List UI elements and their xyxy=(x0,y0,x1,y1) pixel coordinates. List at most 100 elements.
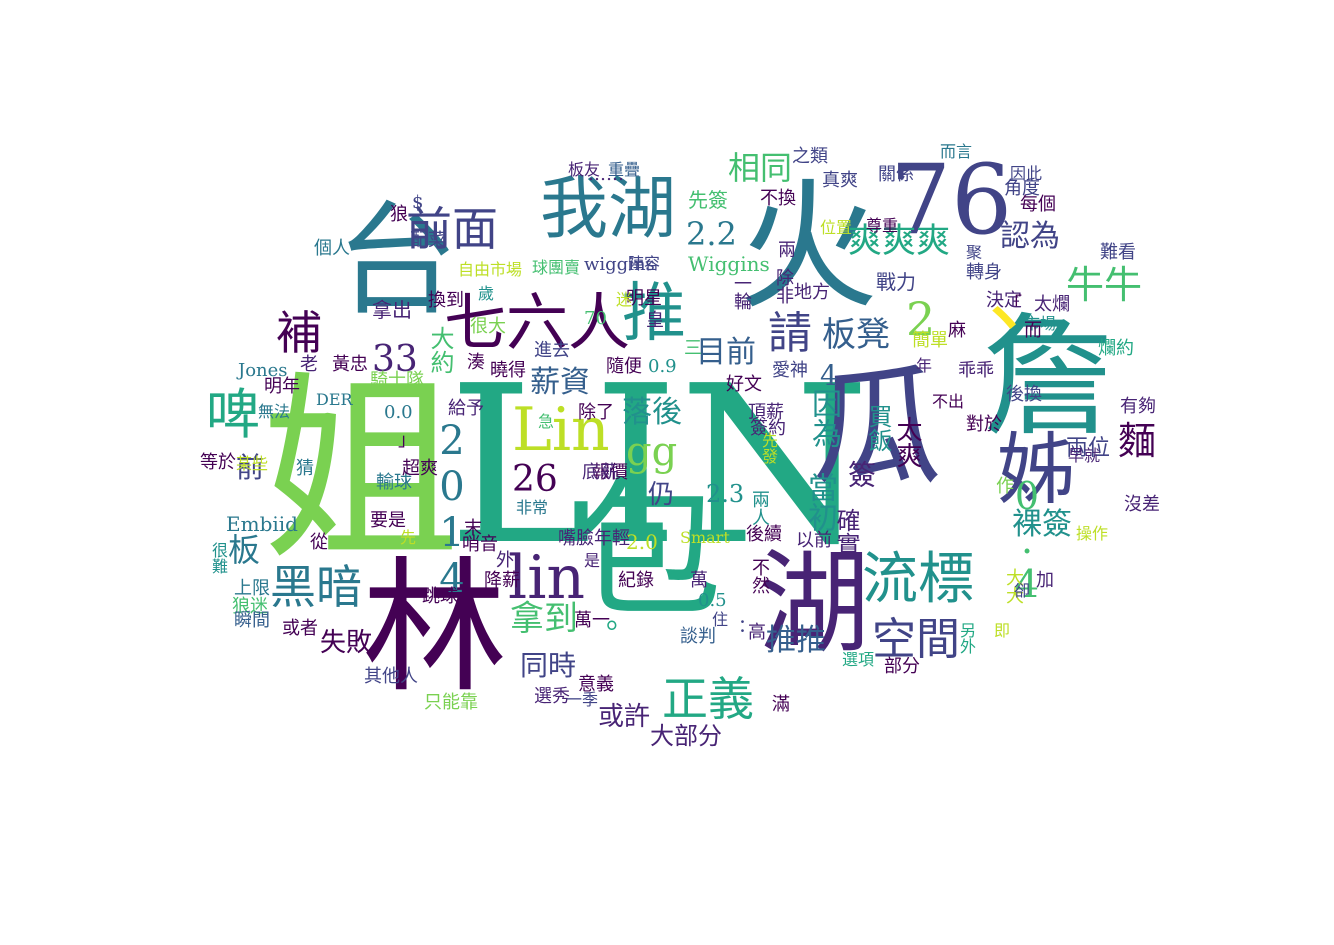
word-93: 瞬間 xyxy=(234,610,270,631)
word-160: 非常 xyxy=(516,498,549,517)
word-87: 意義 xyxy=(578,674,614,695)
word-77: 簡單 xyxy=(912,330,948,351)
word-27: 爽爽爽 xyxy=(848,221,950,261)
word-14: 七六人 xyxy=(444,286,631,359)
word-167: 先 xyxy=(400,528,417,547)
word-107: 配菜 xyxy=(410,230,446,251)
word-165: 外 xyxy=(496,550,514,571)
word-36: 當初 xyxy=(802,472,837,532)
word-122: 頂薪 xyxy=(748,402,784,423)
word-64: 兩位 xyxy=(1066,436,1111,461)
word-108: 狼 xyxy=(390,204,408,225)
word-wiggins-67: wiggins xyxy=(584,254,655,275)
word-144: 太爛 xyxy=(1034,294,1070,315)
word-43: 薪資 xyxy=(530,365,590,400)
word-126: 以前 xyxy=(796,530,832,551)
word-88: 只能靠 xyxy=(424,692,478,713)
word-162: 哨音 xyxy=(462,534,498,555)
word-lin-16: Lin xyxy=(512,395,610,465)
word-140: 麻 xyxy=(948,320,966,341)
word-187: 作 xyxy=(993,476,1014,494)
word-157: 重疊 xyxy=(608,160,641,179)
word-51: 裸簽 xyxy=(1012,507,1072,542)
word-119: 皇 xyxy=(646,310,664,331)
word-168: 很難 xyxy=(209,542,228,574)
word-4: 包 xyxy=(572,464,723,638)
word-5: 火 xyxy=(738,166,879,329)
word-97: 超爽 xyxy=(402,458,438,479)
word-83: 紀錄 xyxy=(618,570,654,591)
word-103: 明年 xyxy=(264,376,300,397)
word-21: 啤 xyxy=(206,383,260,446)
word-121: 愛神 xyxy=(772,360,808,381)
word-81: 報價 xyxy=(592,462,628,483)
word-41: 目前 xyxy=(696,335,756,370)
word-98: 底薪 xyxy=(582,462,618,483)
word-190: 不然 xyxy=(749,558,770,594)
word-18: 流標 xyxy=(862,547,974,612)
word-6: 台 xyxy=(336,190,458,332)
word-138: 市場 xyxy=(1024,314,1057,333)
word-150: 因此 xyxy=(1010,164,1043,183)
word-153: 地方 xyxy=(794,282,830,303)
word-136: 有夠 xyxy=(1120,396,1156,417)
word-189: 即 xyxy=(991,622,1010,638)
word-110: 自由市場 xyxy=(458,260,523,279)
word-164: 降薪 xyxy=(484,570,520,591)
word-jones-69: Jones xyxy=(238,360,288,381)
word-179: ： xyxy=(738,616,756,637)
word-100: 等於 xyxy=(200,452,236,473)
word-125: 後續 xyxy=(746,524,782,545)
word-50: 前 xyxy=(236,451,265,484)
word-11: 姊 xyxy=(984,428,1074,506)
word-166: 末 xyxy=(464,518,482,539)
word-44: 落後 xyxy=(622,395,682,430)
word-2-31: 2 xyxy=(906,292,936,346)
word-180: 迷 xyxy=(616,290,633,309)
word-132: 大大 xyxy=(1003,568,1024,604)
word-22: 前面 xyxy=(406,202,498,256)
word-25: 請 xyxy=(768,308,812,359)
word-96: 輸球 xyxy=(376,472,412,493)
word-2-3-54: 2.3 xyxy=(706,480,745,508)
word-178: …… xyxy=(588,164,624,185)
word-33: 麵 xyxy=(1118,419,1157,463)
word-75: 拿出 xyxy=(372,298,412,322)
word-wiggins-66: Wiggins xyxy=(688,252,770,276)
word-gg-28: gg xyxy=(626,429,678,475)
word-26: 空間 xyxy=(872,614,960,665)
word-13: 我湖 xyxy=(540,170,677,249)
word-9: 瓜 xyxy=(812,351,943,503)
word-26-29: 26 xyxy=(512,459,558,500)
word-149: 角度 xyxy=(1004,178,1040,199)
word-114: 很大 xyxy=(470,316,506,337)
word-184: 位置 xyxy=(820,218,853,237)
word-175: 急 xyxy=(538,412,555,431)
word-193: 聚 xyxy=(963,244,982,260)
word-lin-1: LIN xyxy=(448,340,870,593)
word-102: 某些 xyxy=(236,454,269,473)
word-118: 明星 xyxy=(626,288,662,309)
word-104: 黃忠 xyxy=(332,354,368,375)
word-134: 操作 xyxy=(1076,524,1109,543)
word-171: 萬 xyxy=(690,570,708,591)
word-146: 轉身 xyxy=(966,262,1002,283)
word-62: 。 xyxy=(606,601,636,636)
word-33-42: 33 xyxy=(372,339,418,380)
word-92: 狼迷 xyxy=(232,596,268,617)
word-177: 「 xyxy=(1004,294,1022,315)
word-76: 隨便 xyxy=(606,356,642,377)
word-151: 而言 xyxy=(940,142,973,161)
word-147: 難看 xyxy=(1100,242,1136,263)
word-133: 沒差 xyxy=(1124,494,1160,515)
word-8: 詹 xyxy=(982,301,1114,455)
word-112: 陣容 xyxy=(628,254,661,273)
word-59: 買飯 xyxy=(864,404,892,452)
word-78: 騎士隊 xyxy=(370,370,424,391)
word-79: 給予 xyxy=(448,398,484,419)
word-63: 戰力 xyxy=(876,270,916,294)
word-47: 或許 xyxy=(598,702,651,732)
word-60: 簽 xyxy=(844,460,877,488)
word-91: 上限 xyxy=(234,578,270,599)
